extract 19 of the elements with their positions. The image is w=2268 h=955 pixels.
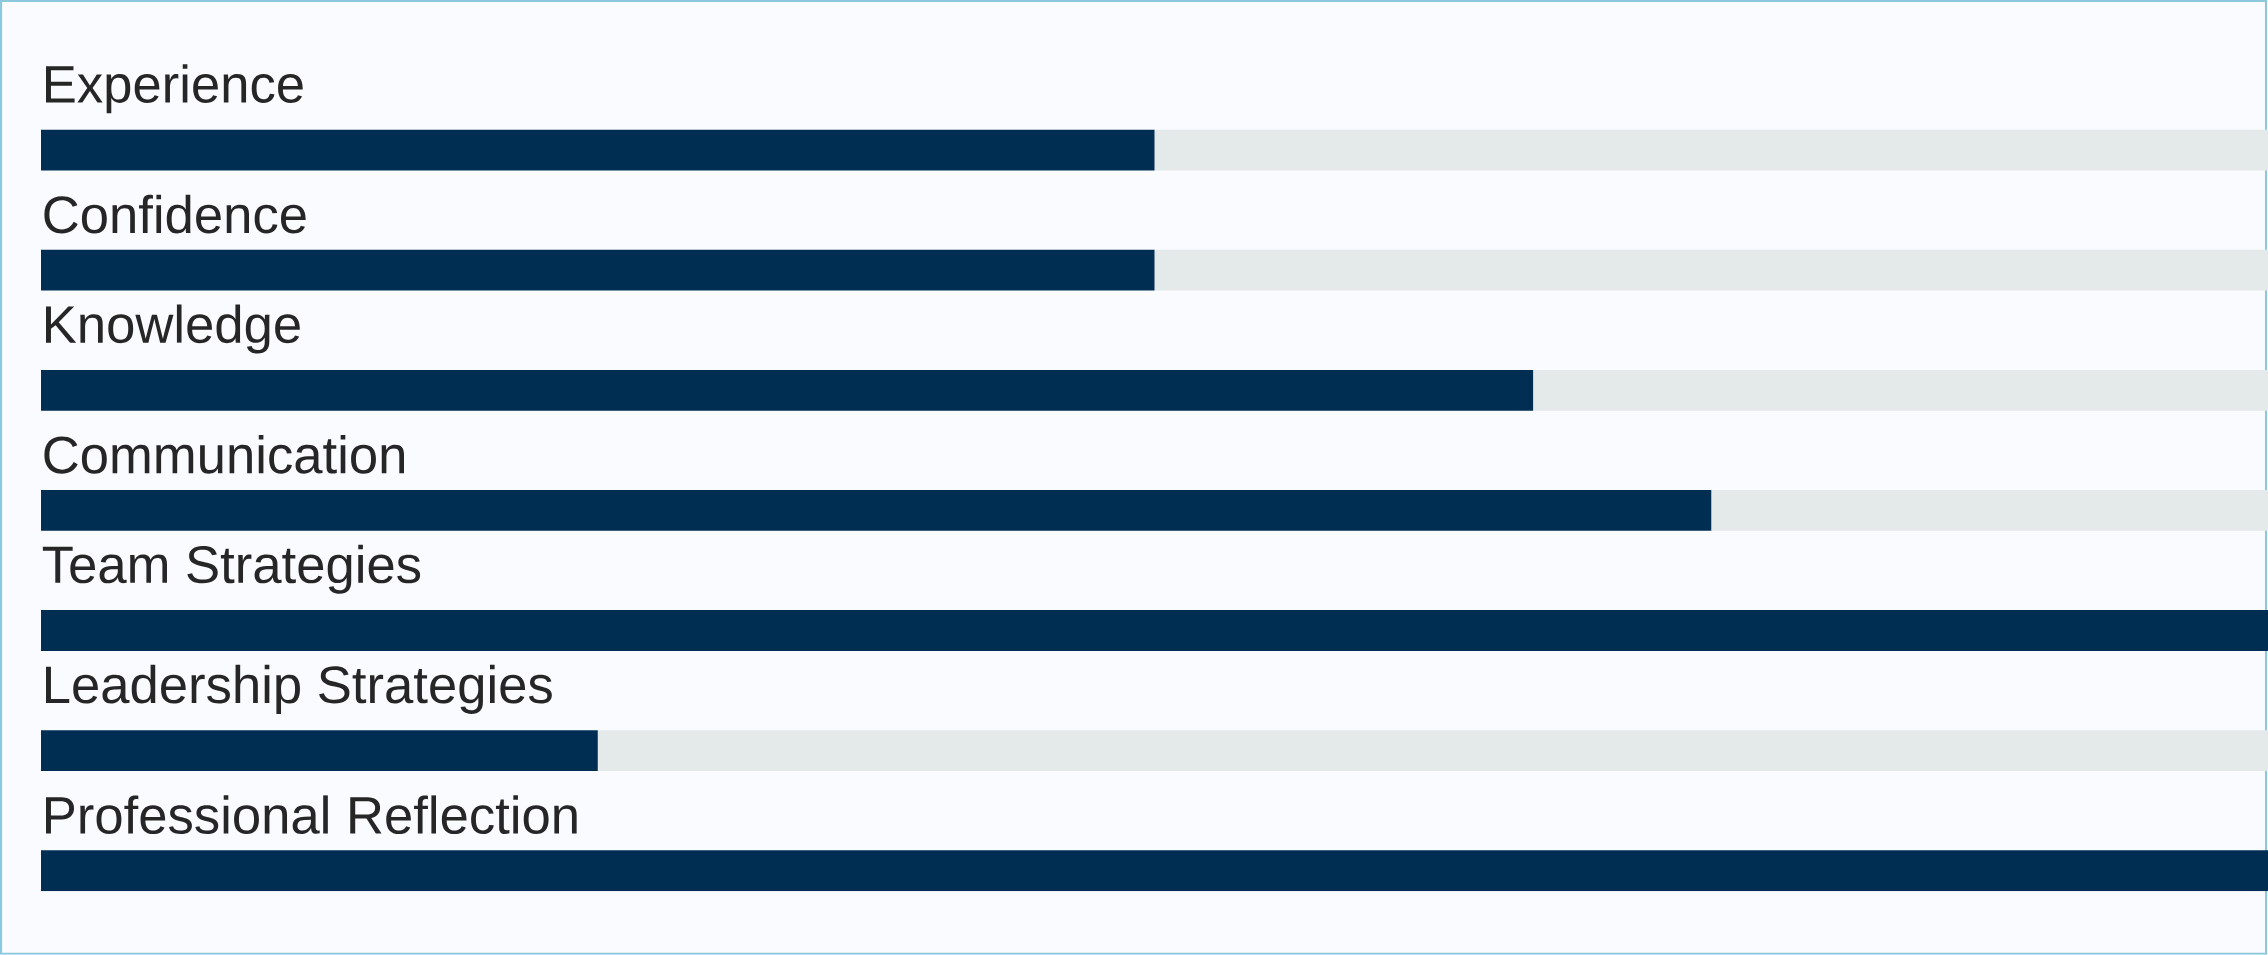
bar xyxy=(1154,249,2268,291)
bar xyxy=(41,369,1534,411)
y-tick-label: Knowledge xyxy=(46,304,300,354)
bar xyxy=(41,730,598,772)
bar xyxy=(41,490,1712,531)
bar xyxy=(1154,129,2268,171)
y-tick-label: Professional Reflection xyxy=(46,795,577,835)
y-tick-label: Team Strategies xyxy=(42,544,421,594)
bar xyxy=(41,129,1155,171)
y-tick-label: Leadership Strategies xyxy=(46,664,552,714)
bar xyxy=(41,610,2268,652)
bar xyxy=(1533,369,2268,411)
bar xyxy=(597,730,2268,772)
y-tick-label: Confidence xyxy=(44,194,306,234)
y-tick-label: Experience xyxy=(46,64,303,114)
bar xyxy=(41,249,1155,291)
y-tick-label: Communication xyxy=(44,435,404,474)
bar xyxy=(1711,490,2268,531)
bar xyxy=(41,850,2268,892)
